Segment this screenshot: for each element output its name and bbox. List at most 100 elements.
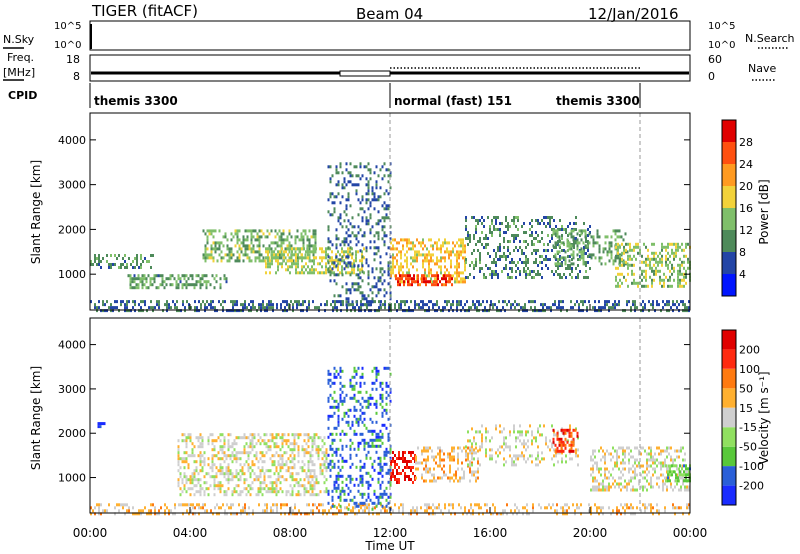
velocity-cell	[379, 465, 382, 469]
power-cell	[585, 240, 587, 243]
power-cell	[288, 244, 291, 248]
velocity-cell	[560, 449, 563, 453]
power-cell	[302, 241, 305, 245]
velocity-cell	[361, 501, 364, 505]
velocity-cell	[337, 495, 340, 499]
power-cell	[617, 242, 619, 246]
power-cell	[377, 246, 380, 250]
power-cell	[345, 168, 348, 172]
power-cell	[473, 216, 475, 219]
power-cell	[544, 309, 546, 313]
velocity-cell	[475, 470, 477, 474]
velocity-cell	[140, 509, 142, 513]
velocity-cell	[367, 480, 370, 484]
power-cell	[390, 247, 392, 251]
power-cell	[526, 309, 528, 313]
power-cell	[150, 254, 152, 257]
power-cell	[554, 232, 557, 236]
power-cell	[559, 258, 561, 261]
velocity-cell	[309, 493, 312, 497]
power-cell	[118, 266, 120, 269]
velocity-cell	[244, 503, 246, 507]
power-cell	[353, 288, 356, 292]
power-cell	[685, 269, 687, 273]
velocity-cell	[193, 454, 196, 458]
velocity-cell	[198, 503, 200, 507]
power-cell	[375, 285, 378, 289]
velocity-cell	[227, 478, 230, 482]
power-cell	[284, 256, 287, 260]
velocity-cell	[478, 512, 480, 516]
power-cell	[219, 283, 222, 287]
velocity-cell	[221, 448, 224, 452]
velocity-cell	[479, 430, 481, 434]
velocity-cell	[189, 478, 192, 482]
power-cell	[383, 225, 386, 229]
power-cell	[212, 256, 215, 260]
power-cell	[94, 306, 96, 310]
velocity-cell	[185, 457, 188, 461]
velocity-cell	[365, 480, 368, 484]
power-cell	[190, 306, 192, 310]
velocity-cell	[472, 509, 474, 513]
power-cell	[623, 251, 625, 255]
velocity-cell	[241, 436, 244, 440]
velocity-cell	[390, 472, 392, 475]
power-cell	[355, 189, 358, 193]
power-cell	[250, 259, 253, 263]
power-cell	[349, 162, 352, 166]
velocity-cell	[475, 476, 477, 480]
power-cell	[652, 300, 654, 304]
power-cell	[631, 272, 633, 276]
power-cell	[244, 253, 247, 257]
velocity-cell	[353, 384, 356, 388]
power-cell	[149, 283, 152, 287]
velocity-cell	[359, 480, 362, 484]
power-cell	[315, 247, 317, 251]
velocity-cell	[247, 484, 250, 488]
power-cell	[304, 232, 307, 236]
power-cell	[424, 271, 426, 275]
power-cell	[476, 306, 478, 310]
power-cell	[655, 257, 657, 261]
velocity-cell	[195, 466, 198, 470]
power-cell	[367, 192, 370, 196]
velocity-cell	[390, 475, 392, 478]
power-cell	[450, 303, 452, 307]
power-cell	[535, 219, 537, 222]
power-cell	[267, 253, 269, 257]
velocity-cell	[353, 447, 356, 451]
power-cell	[335, 273, 338, 277]
velocity-cell	[361, 438, 364, 442]
power-cell	[341, 285, 344, 289]
velocity-cell	[602, 488, 604, 492]
power-cell	[397, 277, 399, 281]
power-cell	[400, 300, 402, 304]
velocity-cell	[590, 458, 592, 462]
power-cell	[280, 241, 283, 245]
power-cell	[566, 309, 568, 313]
velocity-cell	[352, 509, 354, 513]
power-cell	[684, 309, 686, 313]
velocity-cell	[257, 460, 260, 464]
velocity-cell	[239, 469, 242, 473]
power-cell	[420, 306, 422, 310]
velocity-cell	[387, 384, 390, 388]
velocity-cell	[339, 504, 342, 508]
power-cell	[475, 261, 477, 264]
velocity-cell	[190, 503, 192, 507]
power-cell	[276, 303, 278, 307]
velocity-cell	[229, 478, 232, 482]
velocity-cell	[243, 472, 246, 476]
power-cell	[406, 238, 408, 242]
power-cell	[551, 270, 553, 273]
power-cell	[681, 272, 683, 276]
power-cell	[134, 266, 136, 269]
velocity-cell	[553, 463, 555, 467]
velocity-cell	[307, 445, 310, 449]
power-cell	[495, 216, 497, 219]
power-cell	[363, 210, 366, 214]
velocity-cell	[142, 509, 144, 513]
power-cell	[373, 258, 376, 262]
velocity-cell	[427, 467, 429, 471]
